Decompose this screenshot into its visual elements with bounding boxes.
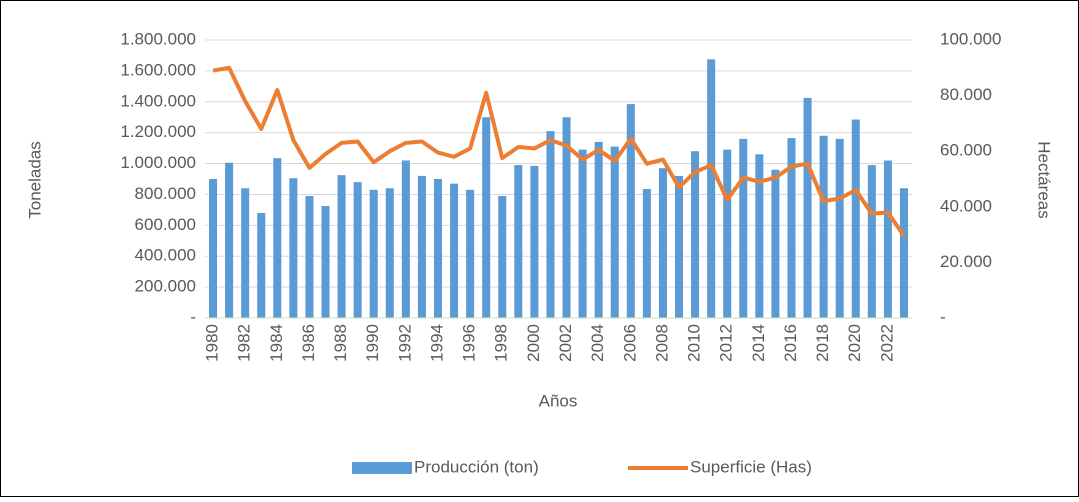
y2-axis-label: Hectáreas [1035,141,1054,218]
y2-tick-label: 100.000 [940,29,1001,48]
y-tick-label: 1.000.000 [120,153,196,172]
bar [337,175,346,318]
legend-label: Producción (ton) [414,457,539,476]
bar [209,179,218,318]
bar [739,138,748,318]
bar [626,104,635,318]
x-tick-label: 2014 [749,324,768,362]
bar [257,212,266,318]
legend-swatch [352,462,412,474]
bar [642,189,651,318]
y-tick-label: 1.600.000 [120,60,196,79]
bar [835,138,844,318]
bar [851,119,860,319]
bar [433,179,443,318]
y2-tick-label: 80.000 [940,85,992,104]
y-tick-label: 400.000 [135,246,196,265]
x-tick-label: 2010 [685,324,704,362]
bar [530,165,539,318]
x-tick-label: 2020 [845,324,864,362]
bar [883,160,892,318]
bar [546,131,555,318]
x-tick-label: 1990 [363,324,382,362]
bar [321,206,330,318]
y2-tick-label: - [940,307,946,326]
bar [755,154,764,318]
x-tick-label: 1994 [427,324,446,362]
x-tick-label: 1988 [331,324,350,362]
x-tick-label: 1982 [235,324,254,362]
bar [289,178,298,318]
line [212,65,906,238]
y2-tick-label: 40.000 [940,196,992,215]
bar [241,188,250,318]
x-tick-label: 1996 [460,324,479,362]
y-tick-label: 800.000 [135,184,196,203]
bar [658,168,667,318]
x-tick-label: 1992 [395,324,414,362]
bar [401,160,410,318]
bar [707,59,716,319]
x-tick-label: 2000 [524,324,543,362]
y-tick-label: 1.800.000 [120,29,196,48]
bar [450,183,459,318]
bar [771,169,780,318]
bar [305,195,314,318]
x-tick-label: 1984 [267,324,286,362]
y-tick-label: 1.400.000 [120,91,196,110]
x-tick-label: 1998 [492,324,511,362]
x-tick-label: 2018 [813,324,832,362]
x-axis-label: Años [539,391,578,410]
bar [787,138,796,318]
x-tick-label: 1986 [299,324,318,362]
bar [594,141,603,318]
bar [867,165,876,318]
bar [819,135,828,318]
x-tick-label: 2012 [717,324,736,362]
x-tick-label: 2008 [652,324,671,362]
bar [803,97,812,319]
x-tick-label: 2006 [620,324,639,362]
x-tick-label: 2002 [556,324,575,362]
y-axis-label: Toneladas [25,141,44,219]
bar [514,165,523,318]
bar [578,149,587,318]
bar [691,151,700,318]
y-tick-label: - [190,307,196,326]
bar [562,117,571,318]
bar [417,175,426,318]
bar [723,149,732,318]
bar [482,117,491,318]
bar [225,162,234,318]
y2-tick-label: 20.000 [940,252,992,271]
legend-label: Superficie (Has) [690,457,812,476]
y-tick-label: 1.200.000 [120,122,196,141]
y-tick-label: 600.000 [135,215,196,234]
x-tick-label: 2016 [781,324,800,362]
x-tick-label: 2022 [877,324,896,362]
bar [466,189,475,318]
bar [369,189,378,318]
bar [610,146,619,318]
x-tick-label: 1980 [203,324,222,362]
bar [273,158,282,318]
bar [385,188,394,318]
bar [674,175,684,318]
x-tick-label: 2004 [588,324,607,362]
bar [899,188,908,318]
bar [498,195,507,318]
y2-tick-label: 60.000 [940,141,992,160]
y-tick-label: 200.000 [135,277,196,296]
bar [353,182,362,318]
